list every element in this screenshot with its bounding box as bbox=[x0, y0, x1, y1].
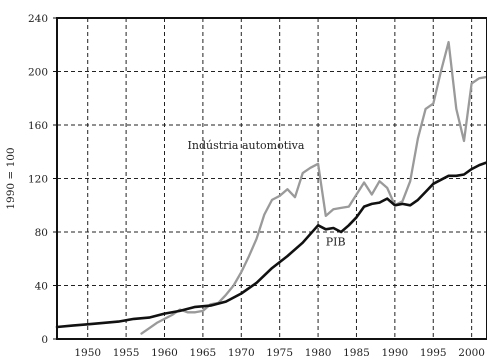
y-tick-label-0: 0 bbox=[41, 334, 48, 346]
grid bbox=[57, 18, 487, 339]
x-tick-label-1975: 1975 bbox=[266, 347, 293, 359]
y-tick-label-120: 120 bbox=[28, 174, 48, 186]
annotations: Indústria automotiva PIB bbox=[188, 139, 346, 248]
y-tick-label-80: 80 bbox=[35, 227, 48, 239]
x-tick-label-1980: 1980 bbox=[305, 347, 332, 359]
x-tick-label-1960: 1960 bbox=[151, 347, 178, 359]
x-tick-label-1965: 1965 bbox=[190, 347, 217, 359]
x-tick-label-1970: 1970 bbox=[228, 347, 255, 359]
series-label-industria-automotiva: Indústria automotiva bbox=[188, 139, 305, 152]
x-axis-ticks: 1950 1955 1960 1965 1970 1975 1980 1985 1990 1995… bbox=[74, 347, 485, 359]
x-tick-label-1995: 1995 bbox=[420, 347, 447, 359]
y-axis-title: 1990 = 100 bbox=[5, 147, 17, 209]
series-line-pib bbox=[55, 161, 487, 329]
series-group bbox=[55, 40, 487, 335]
y-tick-label-40: 40 bbox=[35, 281, 48, 293]
y-tick-label-240: 240 bbox=[28, 13, 48, 25]
x-tick-label-1990: 1990 bbox=[381, 347, 408, 359]
x-tick-label-2000: 2000 bbox=[458, 347, 485, 359]
y-tick-label-200: 200 bbox=[28, 67, 48, 79]
x-tick-label-1955: 1955 bbox=[113, 347, 140, 359]
series-line-ind-stria-automotiva bbox=[140, 40, 487, 335]
x-tick-label-1950: 1950 bbox=[74, 347, 101, 359]
y-tick-label-160: 160 bbox=[28, 120, 48, 132]
x-tick-label-1985: 1985 bbox=[343, 347, 370, 359]
series-label-pib: PIB bbox=[326, 235, 346, 248]
y-axis-ticks: 0 40 80 120 160 200 240 bbox=[28, 13, 57, 346]
